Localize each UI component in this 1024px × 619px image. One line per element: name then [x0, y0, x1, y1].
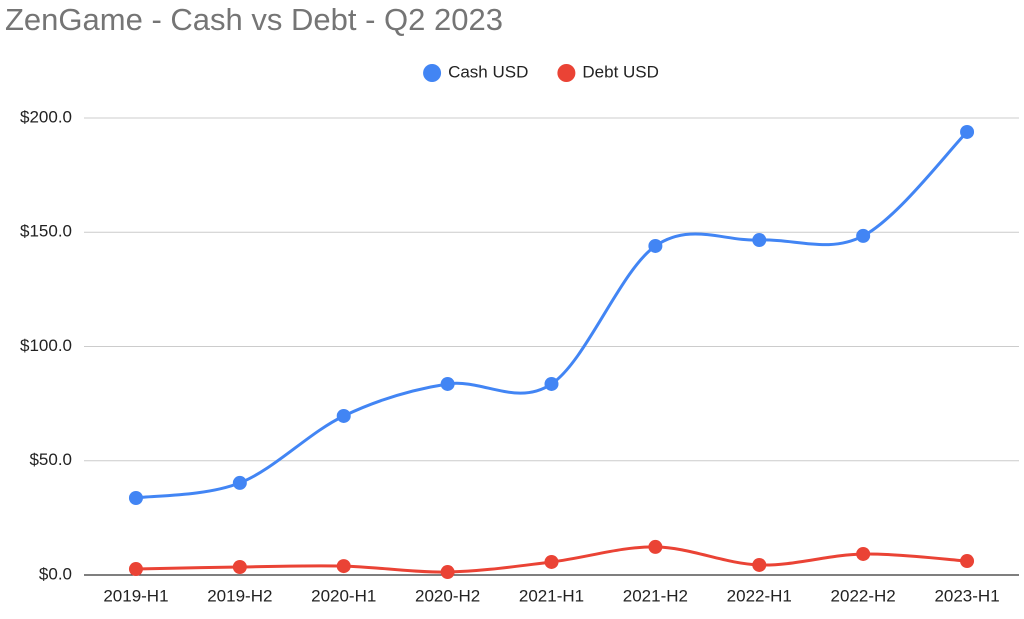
- data-point: [544, 554, 559, 569]
- chart-title: ZenGame - Cash vs Debt - Q2 2023: [5, 2, 503, 37]
- data-point: [232, 560, 247, 575]
- x-tick-label: 2022-H1: [727, 586, 792, 605]
- y-tick-label: $100.0: [20, 336, 72, 355]
- data-point: [336, 408, 351, 423]
- data-point: [440, 565, 455, 580]
- x-tick-label: 2019-H2: [207, 586, 272, 605]
- data-point: [544, 376, 559, 391]
- series-line: [135, 130, 969, 500]
- legend-marker: [423, 64, 442, 82]
- y-tick-label: $50.0: [29, 450, 72, 469]
- legend-label: Debt USD: [582, 62, 659, 81]
- y-tick-label: $200.0: [20, 107, 72, 126]
- x-tick-label: 2022-H2: [831, 586, 896, 605]
- data-point: [648, 539, 663, 554]
- legend: Cash USD Debt USD: [423, 62, 659, 82]
- x-tick-label: 2020-H1: [311, 586, 376, 605]
- data-point: [128, 562, 143, 577]
- legend-marker: [557, 64, 576, 82]
- data-point: [440, 376, 455, 391]
- data-point: [648, 238, 663, 253]
- data-point: [856, 228, 871, 243]
- data-point: [960, 124, 975, 139]
- legend-label: Cash USD: [448, 62, 528, 81]
- data-point: [752, 233, 767, 248]
- data-point: [960, 554, 975, 569]
- data-point: [856, 546, 871, 561]
- y-tick-label: $150.0: [20, 222, 72, 241]
- data-point: [232, 475, 247, 490]
- data-point: [752, 557, 767, 572]
- x-tick-label: 2023-H1: [934, 586, 999, 605]
- x-tick-label: 2021-H1: [519, 586, 584, 605]
- y-tick-label: $0.0: [39, 564, 72, 583]
- data-point: [128, 490, 143, 505]
- x-tick-label: 2019-H1: [103, 586, 168, 605]
- x-tick-label: 2020-H2: [415, 586, 480, 605]
- x-tick-label: 2021-H2: [623, 586, 688, 605]
- data-point: [336, 559, 351, 574]
